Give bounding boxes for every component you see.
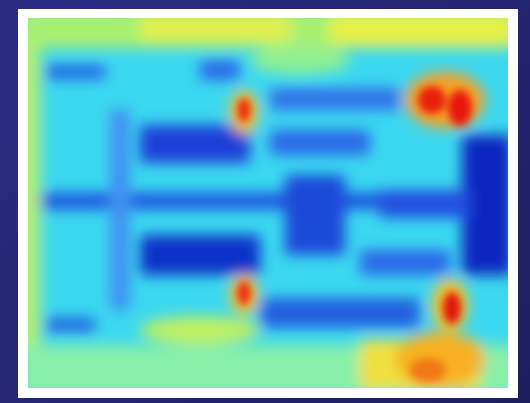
heatmap: [20, 10, 520, 395]
region: [285, 175, 345, 255]
region: [395, 332, 485, 388]
region: [45, 65, 105, 79]
peak: [448, 90, 472, 126]
peak: [418, 86, 446, 114]
peak: [237, 98, 251, 122]
region: [360, 250, 450, 275]
region: [250, 46, 350, 74]
region: [270, 130, 370, 155]
screenshot: [0, 0, 530, 403]
region: [140, 235, 260, 275]
peak: [443, 292, 461, 324]
region: [200, 60, 240, 80]
peak: [237, 281, 251, 305]
region: [110, 110, 130, 310]
page: [0, 0, 530, 403]
region: [260, 298, 420, 328]
region: [140, 125, 250, 163]
peak: [410, 358, 446, 382]
region: [140, 316, 260, 344]
region: [45, 318, 95, 332]
region: [270, 88, 400, 110]
region: [380, 190, 470, 218]
